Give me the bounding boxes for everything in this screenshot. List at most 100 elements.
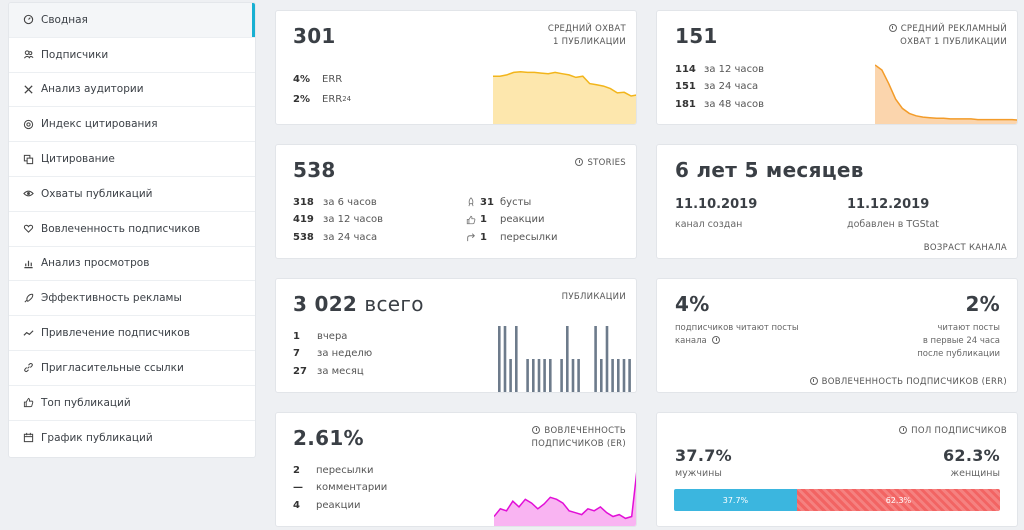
stat-row: 27 за месяц [293,365,364,377]
posts-bar [537,359,541,392]
sidebar-item-label: Охваты публикаций [41,187,153,200]
sidebar-item[interactable]: Охваты публикаций [9,177,255,212]
err-caption: ВОВЛЕЧЕННОСТЬ ПОДПИСЧИКОВ (ERR) [809,376,1007,389]
stat-row: 151 за 24 часа [675,81,759,92]
gender-bar: 37.7% 62.3% [674,489,1000,511]
stat-row: 181 за 48 часов [675,98,765,110]
posts-bar [566,326,569,392]
stat-row: 7 за неделю [293,348,373,359]
sidebar-item-label: Анализ аудитории [41,83,144,96]
err-card: 4% подписчиков читают посты канала 2% чит… [656,278,1018,393]
rocket-icon [21,291,35,305]
ad-reach-card: 151 СРЕДНИЙ РЕКЛАМНЫЙ ОХВАТ 1 ПУБЛИКАЦИИ … [656,10,1018,125]
sidebar-item[interactable]: Пригласительные ссылки [9,351,255,386]
posts-bar [605,326,609,392]
posts-bar [509,359,512,392]
stories-caption: STORIES [575,157,626,170]
male-value: 37.7% [675,446,733,465]
bar-chart-icon [21,256,35,270]
posts-card: 3 022 всего ПУБЛИКАЦИИ 1 вчера 7 за неделю 2… [275,278,637,393]
sparkline-area [875,65,1017,124]
err-right-text: читают посты в первые 24 часа после публик… [917,323,1000,359]
sidebar-item-label: Индекс цитирования [41,118,158,131]
users-icon [21,48,35,62]
male-label: мужчины [675,468,722,479]
posts-bar [622,359,626,392]
dashboard-icon [21,13,35,27]
posts-bar [543,359,546,392]
reach-caption: СРЕДНИЙ ОХВАТ 1 ПУБЛИКАЦИИ [547,24,626,47]
stat-row: 4 реакции [293,499,361,511]
at-icon [21,117,35,131]
stories-card: 538 STORIES 318 за 6 часов 419 за 12 часов 5… [275,144,637,259]
ad-reach-caption: СРЕДНИЙ РЕКЛАМНЫЙ ОХВАТ 1 ПУБЛИКАЦИИ [888,23,1007,49]
sidebar-item[interactable]: Привлечение подписчиков [9,316,255,351]
er-value: 2.61% [293,426,364,450]
created-label: канал создан [675,219,743,230]
stories-value: 538 [293,158,336,182]
posts-bar [628,359,631,392]
sidebar-item-label: Эффективность рекламы [41,292,182,305]
calendar-icon [21,431,35,445]
ad-reach-value: 151 [675,24,718,48]
posts-bar [571,359,575,392]
info-icon [575,158,584,166]
reach-sparkline [493,71,636,124]
added-label: добавлен в TGStat [847,219,939,230]
posts-caption: ПУБЛИКАЦИИ [561,292,626,302]
posts-bar [532,359,535,392]
channel-age-caption: ВОЗРАСТ КАНАЛА [923,243,1007,253]
posts-bar [617,359,620,392]
stat-row: 419 за 12 часов [293,214,384,225]
sidebar-item-label: График публикаций [41,431,153,444]
info-icon [809,377,818,385]
sidebar-item-label: Сводная [41,13,88,26]
thumbs-up-icon [21,396,35,410]
stat-row: 1 пересылки [466,230,558,244]
reach-value: 301 [293,24,336,48]
heart-icon [21,222,35,236]
sidebar-item-label: Анализ просмотров [41,257,150,270]
link-icon [21,361,35,375]
trend-icon [21,326,35,340]
stat-row: 31 бусты [466,195,531,209]
sidebar-item[interactable]: Эффективность рекламы [9,281,255,317]
sparkline-area [493,71,636,124]
share-icon [466,232,480,242]
err-left-value: 4% [675,292,710,316]
sidebar-item[interactable]: Цитирование [9,142,255,177]
channel-age-card: 6 лет 5 месяцев 11.10.2019 канал создан … [656,144,1018,259]
sidebar-item[interactable]: Индекс цитирования [9,107,255,143]
sidebar-item-label: Пригласительные ссылки [41,361,184,374]
posts-bar [560,359,563,392]
sidebar-item[interactable]: Вовлеченность подписчиков [9,212,255,247]
posts-bar [594,326,597,392]
sidebar-item[interactable]: Анализ просмотров [9,247,255,282]
info-icon [532,426,541,434]
err-left-text: подписчиков читают посты канала [675,323,799,346]
err24-row: 2% ERR 24 [293,93,352,105]
stat-row: 318 за 6 часов [293,196,377,208]
err-row: 4% ERR [293,73,343,85]
sidebar-item[interactable]: Сводная [9,3,255,38]
boost-icon [466,197,480,207]
posts-bar [577,359,580,392]
posts-bar [526,359,529,392]
like-icon [466,215,480,225]
sidebar-item[interactable]: Подписчики [9,38,255,73]
sidebar-item[interactable]: Анализ аудитории [9,73,255,108]
quote-icon [21,152,35,166]
stat-row: 1 вчера [293,330,348,342]
stat-row: 1 реакции [466,213,544,227]
err-right-value: 2% [965,292,1000,316]
x-icon [21,82,35,96]
male-bar-segment: 37.7% [674,489,797,511]
female-bar-segment: 62.3% [796,489,1000,511]
er-card: 2.61% ВОВЛЕЧЕННОСТЬ ПОДПИСЧИКОВ (ER) 2 пер… [275,412,637,527]
sidebar-item[interactable]: График публикаций [9,421,255,456]
er-sparkline [494,471,636,526]
sparkline-line [875,64,1017,121]
sidebar-item[interactable]: Топ публикаций [9,386,255,421]
posts-value: 3 022 всего [293,292,424,316]
ad-reach-sparkline [875,64,1017,124]
